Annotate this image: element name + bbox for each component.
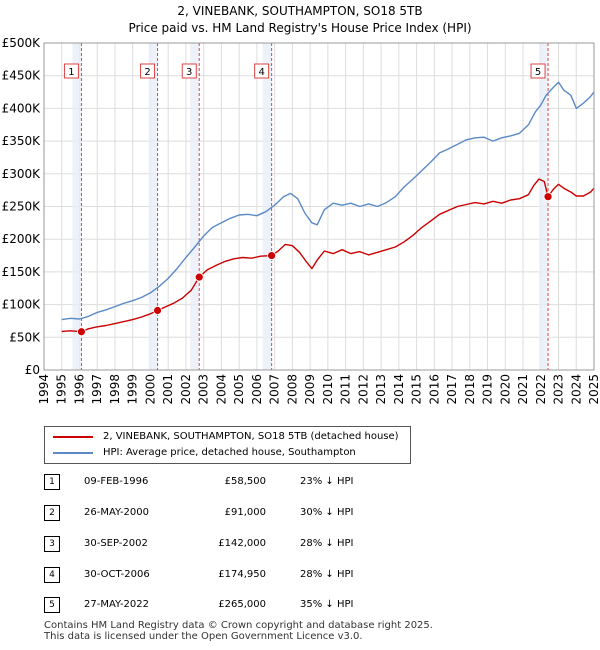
y-tick-label: £500K [2, 36, 42, 50]
x-tick-label: 1996 [72, 374, 86, 405]
x-tick-label: 2004 [214, 374, 228, 405]
x-tick-label: 2001 [161, 374, 175, 405]
transaction-marker: 2 [44, 505, 60, 521]
y-tick-label: £300K [2, 167, 42, 181]
price-chart: £0 £50K £100K £150K £200K £250K £300K £350K £400… [2, 36, 600, 405]
x-tick-label: 2015 [410, 374, 424, 405]
y-tick-label: £0 [25, 363, 40, 377]
transaction-price: £174,950 [218, 569, 266, 580]
x-tick-label: 2019 [481, 374, 495, 405]
transaction-price: £265,000 [218, 599, 266, 610]
sale-point [194, 272, 204, 282]
x-tick-label: 1997 [90, 374, 104, 405]
sale-number-box [254, 63, 270, 79]
transaction-price: £142,000 [218, 538, 266, 549]
transaction-date: 27-MAY-2022 [84, 599, 150, 610]
x-tick-label: 2022 [534, 374, 548, 405]
attribution: Contains HM Land Registry data © Crown c… [44, 620, 433, 642]
x-tick-label: 2024 [569, 374, 583, 405]
sale-number-box [181, 63, 197, 79]
y-tick-label: £400K [2, 101, 42, 115]
sale-point [267, 251, 277, 260]
transaction-date: 26-MAY-2000 [84, 507, 150, 518]
sale-point [153, 306, 162, 315]
sale-number-box [140, 63, 156, 79]
x-tick-label: 2008 [285, 374, 299, 405]
x-tick-label: 2012 [356, 374, 370, 405]
sale-number-label: 1 [68, 67, 74, 78]
transaction-hpi-diff: 28% ↓ HPI [300, 538, 354, 549]
x-tick-label: 2002 [179, 374, 193, 405]
chart-title: 2, VINEBANK, SOUTHAMPTON, SO18 5TB [177, 4, 423, 18]
transaction-hpi-diff: 35% ↓ HPI [300, 599, 354, 610]
transaction-hpi-diff: 23% ↓ HPI [300, 476, 354, 487]
sale-number-label: 3 [186, 67, 192, 78]
sale-number-box [63, 63, 79, 79]
x-tick-label: 2011 [339, 374, 353, 405]
x-tick-label: 1994 [37, 374, 51, 405]
transaction-date: 30-OCT-2006 [84, 569, 150, 580]
x-tick-label: 2013 [374, 374, 388, 405]
transaction-hpi-diff: 30% ↓ HPI [300, 507, 354, 518]
x-tick-label: 2005 [232, 374, 246, 405]
x-tick-label: 2000 [143, 374, 157, 405]
transaction-marker: 1 [44, 474, 60, 490]
series-line-hpi [61, 81, 595, 321]
y-tick-label: £350K [2, 134, 42, 148]
x-tick-label: 2020 [498, 374, 512, 405]
sale-band [72, 43, 82, 370]
sale-number-label: 2 [144, 67, 150, 78]
transaction-price: £91,000 [224, 507, 266, 518]
x-tick-label: 2017 [445, 374, 459, 405]
x-tick-label: 2003 [197, 374, 211, 405]
sale-number-label: 4 [258, 67, 264, 78]
y-tick-label: £450K [2, 69, 42, 83]
x-tick-label: 2014 [392, 374, 406, 405]
x-tick-label: 1999 [126, 374, 140, 405]
x-tick-label: 2007 [268, 374, 282, 405]
transaction-marker: 3 [44, 536, 60, 552]
attribution-line-1: Contains HM Land Registry data © Crown c… [44, 620, 433, 631]
x-tick-label: 1998 [108, 374, 122, 405]
transaction-date: 30-SEP-2002 [84, 538, 148, 549]
sale-number-label: 5 [535, 67, 541, 78]
y-tick-label: £50K [9, 330, 41, 344]
transaction-marker: 4 [44, 567, 60, 583]
x-tick-label: 2006 [250, 374, 264, 405]
legend-label-hpi: HPI: Average price, detached house, Sout… [103, 447, 356, 458]
transaction-price: £58,500 [224, 476, 266, 487]
transaction-date: 09-FEB-1996 [84, 476, 149, 487]
legend-label-property: 2, VINEBANK, SOUTHAMPTON, SO18 5TB (deta… [103, 431, 399, 442]
y-tick-label: £150K [2, 265, 42, 279]
sale-band [262, 43, 272, 370]
attribution-line-2: This data is licensed under the Open Gov… [44, 631, 363, 642]
sale-band [539, 43, 549, 370]
sale-point [77, 327, 86, 337]
y-tick-label: £100K [2, 298, 42, 312]
sale-band [190, 43, 200, 370]
sale-point [543, 192, 553, 202]
chart-legend: 2, VINEBANK, SOUTHAMPTON, SO18 5TB (deta… [44, 426, 411, 464]
legend-swatch-hpi [53, 452, 93, 454]
x-tick-label: 2021 [516, 374, 530, 405]
x-tick-label: 2009 [303, 374, 317, 405]
x-tick-label: 2023 [552, 374, 566, 405]
x-tick-label: 2010 [321, 374, 335, 405]
x-tick-label: 2025 [587, 374, 600, 405]
plot-border [43, 42, 595, 371]
y-tick-label: £250K [2, 200, 42, 214]
chart-subtitle: Price paid vs. HM Land Registry's House … [128, 21, 472, 35]
legend-swatch-property [53, 436, 93, 438]
sale-number-box [530, 63, 546, 79]
x-tick-label: 2016 [427, 374, 441, 405]
transaction-hpi-diff: 28% ↓ HPI [300, 569, 354, 580]
sale-band [148, 43, 158, 370]
transaction-marker: 5 [44, 597, 60, 613]
y-tick-label: £200K [2, 232, 42, 246]
x-tick-label: 1995 [55, 374, 69, 405]
x-tick-label: 2018 [463, 374, 477, 405]
